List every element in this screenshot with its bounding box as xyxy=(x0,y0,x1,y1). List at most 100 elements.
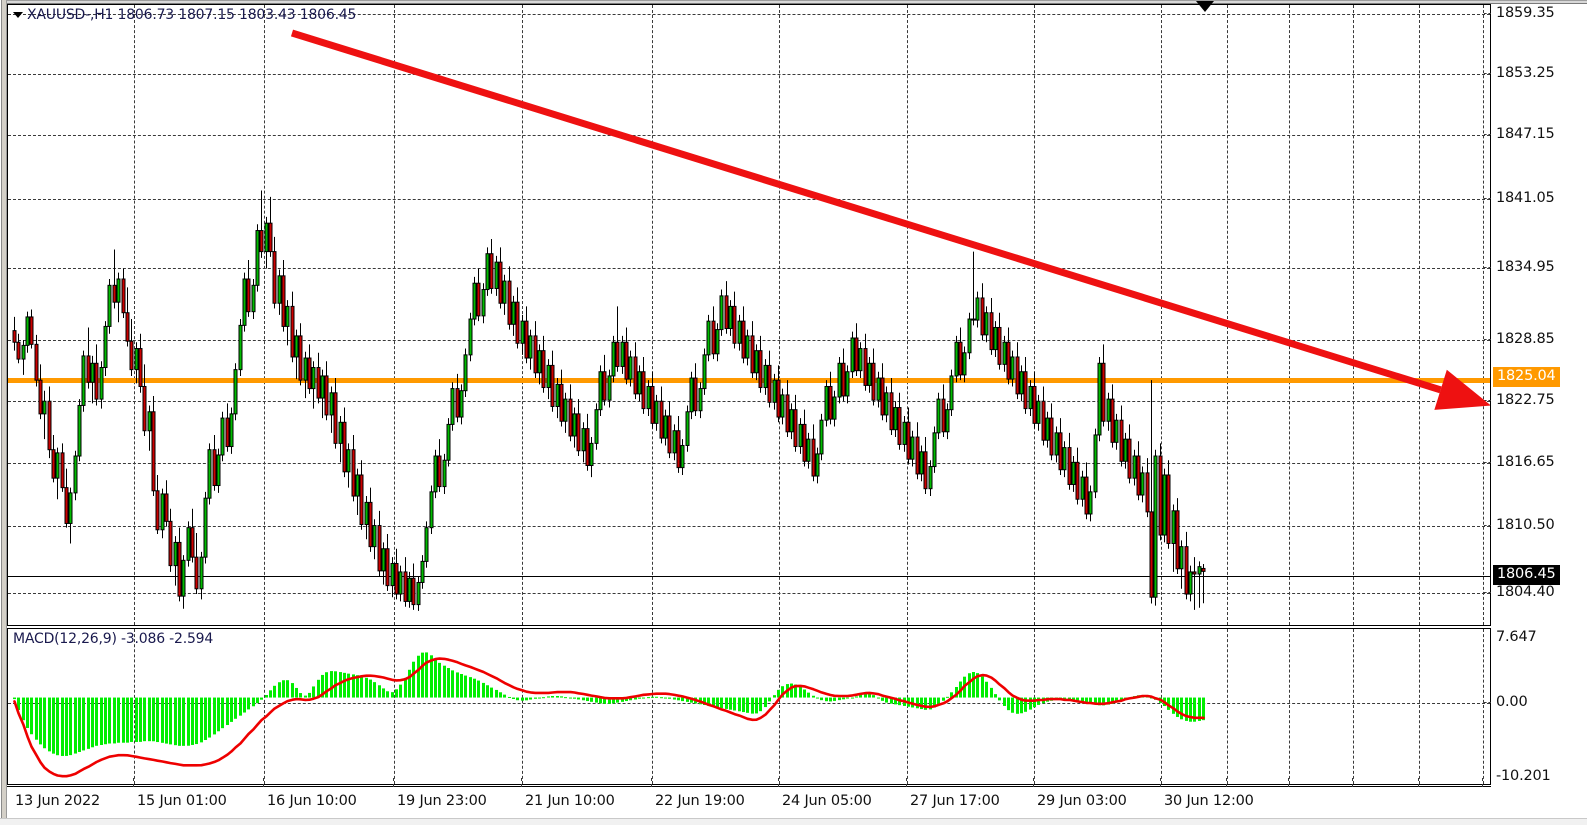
level-price-label[interactable]: 1825.04 xyxy=(1493,367,1560,387)
macd-histogram-bar xyxy=(1089,697,1092,704)
macd-histogram-bar xyxy=(764,697,767,708)
macd-histogram-bar xyxy=(990,687,993,698)
macd-histogram-bar xyxy=(621,697,624,702)
candle-bear xyxy=(60,452,65,489)
candle-bear xyxy=(1184,546,1189,595)
macd-histogram-bar xyxy=(69,697,72,756)
macd-pane[interactable]: MACD(12,26,9) -3.086 -2.594 xyxy=(7,628,1491,785)
candle-bull xyxy=(203,497,208,558)
price-pane[interactable]: XAUUSD-,H1 1806.73 1807.15 1803.43 1806.… xyxy=(7,4,1491,626)
macd-histogram-bar xyxy=(976,673,979,698)
candle-bull xyxy=(680,444,685,469)
macd-histogram-bar xyxy=(846,697,849,699)
candle-bear xyxy=(507,280,512,325)
candle-bull xyxy=(181,559,186,597)
horizontal-level-line[interactable] xyxy=(8,378,1490,383)
macd-histogram-bar xyxy=(794,684,797,698)
candle-bull xyxy=(73,455,78,494)
trendline-arrowhead[interactable] xyxy=(1434,369,1490,410)
time-axis[interactable]: 13 Jun 2022 15 Jun 01:00 16 Jun 10:00 19 Ju… xyxy=(7,778,1491,818)
macd-axis[interactable]: 7.647 0.00 -10.201 xyxy=(1484,628,1587,785)
left-scroll-rail[interactable] xyxy=(0,0,7,818)
macd-histogram-bar xyxy=(851,697,854,699)
macd-histogram-bar xyxy=(1050,697,1053,701)
candle-bear xyxy=(915,436,920,475)
macd-histogram-bar xyxy=(972,672,975,698)
macd-histogram-bar xyxy=(781,686,784,698)
price-tick-9 xyxy=(1484,592,1491,593)
candle-bull xyxy=(242,278,247,326)
macd-axis-label: 0.00 xyxy=(1496,694,1528,710)
candle-bear xyxy=(1067,447,1072,485)
macd-histogram-bar xyxy=(1193,697,1196,722)
top-scroll-rail[interactable] xyxy=(7,0,1587,4)
candle-bull xyxy=(229,413,234,448)
macd-histogram-bar xyxy=(1163,697,1166,707)
candle-bear xyxy=(1175,510,1180,570)
macd-gridline-v-1 xyxy=(264,629,265,784)
candle-bear xyxy=(385,548,390,587)
candle-bull xyxy=(824,385,829,421)
macd-histogram-bar xyxy=(221,697,224,729)
candle-bull xyxy=(806,438,811,462)
price-axis[interactable]: 1859.35 1853.25 1847.15 1841.05 1834.95 1828.… xyxy=(1484,4,1587,626)
candle-bull xyxy=(954,341,959,377)
candle-bear xyxy=(889,392,894,431)
bottom-scroll-rail[interactable] xyxy=(0,818,1587,825)
macd-histogram-bar xyxy=(243,697,246,713)
candle-bull xyxy=(450,388,455,425)
price-gridline-v-0 xyxy=(134,5,135,625)
candle-bull xyxy=(463,354,468,392)
candle-bull xyxy=(294,335,299,358)
macd-histogram-bar xyxy=(399,684,402,698)
macd-histogram-bar xyxy=(898,697,901,706)
macd-histogram-bar xyxy=(152,697,155,742)
macd-histogram-bar xyxy=(582,697,585,701)
macd-histogram-bar xyxy=(382,688,385,698)
time-axis-label: 16 Jun 10:00 xyxy=(267,793,357,809)
candle-bear xyxy=(811,438,816,477)
macd-histogram-bar xyxy=(308,692,311,698)
macd-plot-area[interactable] xyxy=(8,629,1490,784)
macd-histogram-bar xyxy=(1042,697,1045,704)
price-axis-label: 1816.65 xyxy=(1496,454,1555,470)
candle-bear xyxy=(298,335,303,381)
macd-histogram-bar xyxy=(234,697,237,719)
macd-histogram-bar xyxy=(755,697,758,714)
macd-histogram-bar xyxy=(174,697,177,746)
candle-bull xyxy=(42,400,47,415)
macd-histogram-bar xyxy=(178,697,181,746)
macd-histogram-bar xyxy=(52,697,55,754)
candle-bear xyxy=(958,341,963,376)
chevron-down-icon[interactable] xyxy=(13,12,23,18)
macd-gridline-v-8 xyxy=(1161,629,1162,784)
trendline-shaft[interactable] xyxy=(290,29,1442,394)
candle-bull xyxy=(433,455,438,493)
macd-histogram-bar xyxy=(495,689,498,698)
candle-bear xyxy=(1166,474,1171,544)
macd-histogram-bar xyxy=(916,697,919,709)
price-plot-area[interactable] xyxy=(8,5,1490,625)
macd-indicator-layer xyxy=(13,652,1205,778)
trendline-layer[interactable] xyxy=(8,5,1490,625)
macd-histogram-bar xyxy=(599,697,602,704)
candle-bull xyxy=(390,562,395,587)
price-gridline-v-2 xyxy=(394,5,395,625)
candle-bull xyxy=(1106,398,1111,422)
candle-bear xyxy=(941,398,946,433)
macd-histogram-bar xyxy=(26,697,29,728)
candle-bear xyxy=(724,295,729,330)
candle-bear xyxy=(785,394,790,433)
macd-histogram-bar xyxy=(786,684,789,698)
price-axis-label: 1804.40 xyxy=(1496,584,1555,600)
time-tick-11 xyxy=(1352,778,1353,787)
macd-histogram-bar xyxy=(1055,697,1058,700)
price-gridline-v-5 xyxy=(779,5,780,625)
macd-histogram-bar xyxy=(291,683,294,698)
macd-histogram-bar xyxy=(660,697,663,699)
macd-histogram-bar xyxy=(369,679,372,698)
candle-bull xyxy=(372,525,377,548)
candle-bear xyxy=(1110,398,1115,443)
candle-bear xyxy=(290,305,295,358)
candle-bull xyxy=(355,474,360,497)
